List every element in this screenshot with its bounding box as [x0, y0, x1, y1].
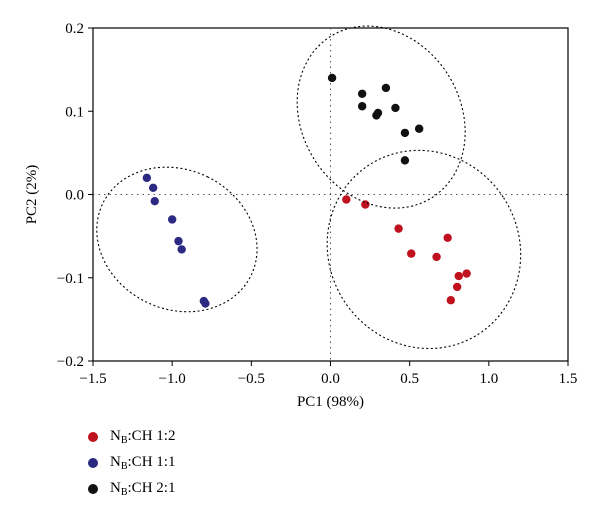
- x-tick-label: 1.5: [559, 371, 578, 387]
- data-point-series-3: [357, 89, 367, 98]
- x-tick-label: −1.0: [159, 371, 186, 387]
- data-point-series-2: [167, 215, 177, 224]
- legend-marker: [88, 458, 98, 468]
- confidence-ellipse-series-2: [96, 166, 258, 313]
- data-point-series-3: [381, 83, 391, 93]
- x-tick-label: −1.5: [79, 371, 106, 387]
- data-point-series-2: [142, 173, 152, 183]
- data-point-series-3: [391, 103, 400, 113]
- legend-item: NB:CH 1:2: [88, 424, 175, 450]
- data-point-series-1: [454, 271, 463, 281]
- data-point-series-2: [174, 236, 183, 246]
- data-point-series-3: [373, 108, 383, 118]
- x-tick-label: 0.0: [321, 371, 340, 387]
- data-point-series-3: [400, 156, 410, 165]
- data-point-series-1: [462, 269, 471, 278]
- y-tick-label: −0.1: [57, 271, 84, 287]
- data-point-series-3: [327, 73, 337, 83]
- y-tick-label: −0.2: [57, 354, 84, 370]
- y-tick-label: 0.1: [65, 104, 84, 120]
- data-point-series-3: [414, 124, 424, 133]
- y-axis-title: PC2 (2%): [24, 165, 40, 225]
- confidence-ellipse-series-1: [326, 149, 522, 350]
- legend-item: NB:CH 2:1: [88, 476, 175, 502]
- legend-label: NB:CH 1:1: [110, 454, 176, 472]
- data-point-series-1: [432, 252, 441, 262]
- x-tick-label: 0.5: [400, 371, 419, 387]
- data-point-series-2: [150, 196, 159, 206]
- x-tick-label: 1.0: [479, 371, 498, 387]
- data-point-series-3: [357, 102, 367, 111]
- legend-item: NB:CH 1:1: [88, 450, 175, 476]
- data-point-series-1: [407, 249, 416, 258]
- data-point-series-3: [400, 128, 410, 138]
- data-point-series-1: [452, 282, 462, 292]
- legend-label: NB:CH 2:1: [110, 480, 176, 498]
- data-point-series-2: [177, 245, 186, 254]
- confidence-ellipse-series-3: [296, 25, 466, 209]
- x-tick-label: −0.5: [238, 371, 265, 387]
- legend-marker: [88, 484, 98, 494]
- data-point-series-1: [443, 233, 452, 242]
- data-point-series-1: [394, 224, 403, 233]
- data-point-series-1: [446, 296, 456, 305]
- data-point-series-1: [361, 200, 370, 209]
- data-point-series-1: [342, 195, 351, 204]
- legend-label: NB:CH 1:2: [110, 428, 176, 446]
- data-point-series-2: [201, 299, 210, 308]
- legend: NB:CH 1:2 NB:CH 1:1 NB:CH 2:1: [88, 424, 175, 502]
- legend-marker: [88, 432, 98, 442]
- data-point-series-2: [148, 183, 158, 193]
- x-axis-title: PC1 (98%): [297, 394, 364, 410]
- y-tick-label: 0.2: [65, 21, 84, 37]
- y-tick-label: 0.0: [65, 188, 84, 204]
